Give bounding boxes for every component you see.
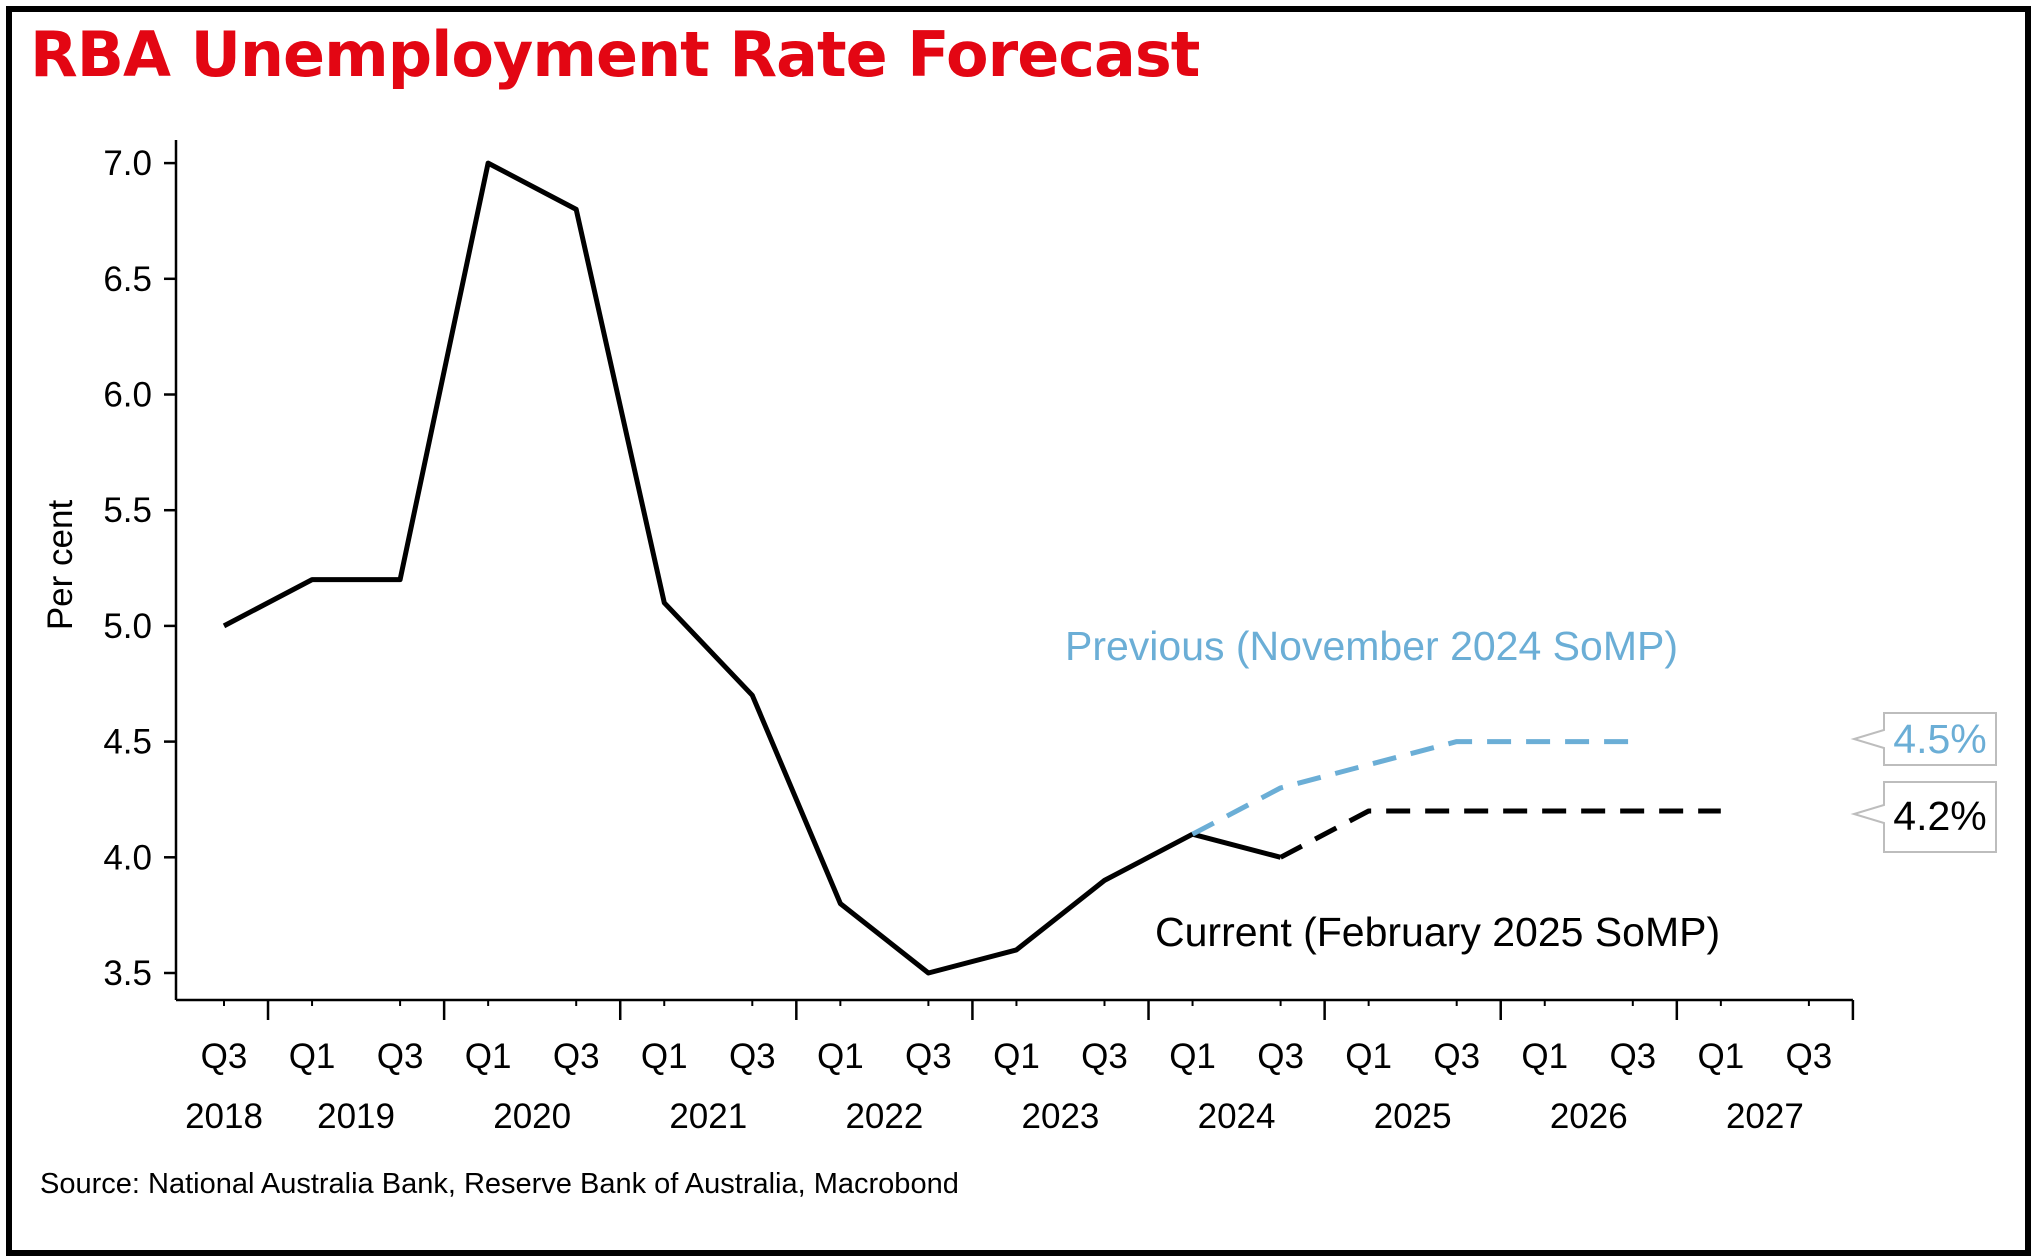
x-quarter-label: Q1 <box>817 1037 864 1076</box>
x-quarter-label: Q3 <box>729 1037 776 1076</box>
annotation-previous: Previous (November 2024 SoMP) <box>1065 623 1678 669</box>
x-year-label: 2019 <box>317 1097 395 1136</box>
x-quarter-label: Q1 <box>641 1037 688 1076</box>
chart-title: RBA Unemployment Rate Forecast <box>30 18 1200 91</box>
y-tick-label: 6.0 <box>103 376 152 415</box>
x-quarter-label: Q1 <box>1697 1037 1744 1076</box>
x-quarter-label: Q1 <box>993 1037 1040 1076</box>
x-year-label: 2023 <box>1022 1097 1100 1136</box>
x-quarter-label: Q1 <box>465 1037 512 1076</box>
callout-current: 4.2% <box>1850 781 1997 853</box>
series-lines <box>222 160 1721 976</box>
x-quarter-label: Q1 <box>1169 1037 1216 1076</box>
callout-previous: 4.5% <box>1850 712 1997 766</box>
x-quarter-label: Q3 <box>553 1037 600 1076</box>
x-quarter-label: Q3 <box>1786 1037 1833 1076</box>
series-line-actual <box>222 160 1282 976</box>
series-line-previous <box>1191 739 1633 837</box>
x-quarter-label: Q1 <box>1345 1037 1392 1076</box>
x-year-label: 2026 <box>1550 1097 1628 1136</box>
x-quarter-label: Q1 <box>1521 1037 1568 1076</box>
axes: 3.5 4.0 4.5 5.0 5.5 6.0 6.5 7.0 Q3 Q1 Q3 Q1 Q3 Q1 Q3 Q1… <box>103 140 1855 1136</box>
y-tick-label: 4.0 <box>103 838 152 877</box>
series-line-current <box>1279 808 1721 860</box>
y-tick-label: 6.5 <box>103 260 152 299</box>
chart-frame <box>6 6 2031 1256</box>
y-tick-label: 5.0 <box>103 607 152 646</box>
x-quarter-label: Q3 <box>1609 1037 1656 1076</box>
x-year-label: 2022 <box>845 1097 923 1136</box>
x-quarter-label: Q3 <box>201 1037 248 1076</box>
x-year-label: 2027 <box>1726 1097 1804 1136</box>
x-year-label: 2020 <box>493 1097 571 1136</box>
x-quarter-label: Q3 <box>905 1037 952 1076</box>
end-label-previous: 4.5% <box>1893 716 1986 762</box>
x-quarter-label: Q3 <box>377 1037 424 1076</box>
annotation-current: Current (February 2025 SoMP) <box>1155 909 1720 955</box>
end-label-current: 4.2% <box>1893 793 1986 839</box>
x-year-label: 2018 <box>185 1097 263 1136</box>
y-tick-label: 3.5 <box>103 954 152 993</box>
y-tick-label: 7.0 <box>103 144 152 183</box>
x-quarter-label: Q3 <box>1081 1037 1128 1076</box>
y-tick-label: 4.5 <box>103 723 152 762</box>
x-quarter-label: Q1 <box>289 1037 336 1076</box>
source-note: Source: National Australia Bank, Reserve… <box>40 1168 959 1200</box>
y-axis-label: Per cent <box>41 500 80 631</box>
x-year-label: 2021 <box>669 1097 747 1136</box>
x-quarter-label: Q3 <box>1433 1037 1480 1076</box>
y-tick-label: 5.5 <box>103 491 152 530</box>
x-year-label: 2024 <box>1198 1097 1276 1136</box>
x-quarter-label: Q3 <box>1257 1037 1304 1076</box>
x-year-label: 2025 <box>1374 1097 1452 1136</box>
